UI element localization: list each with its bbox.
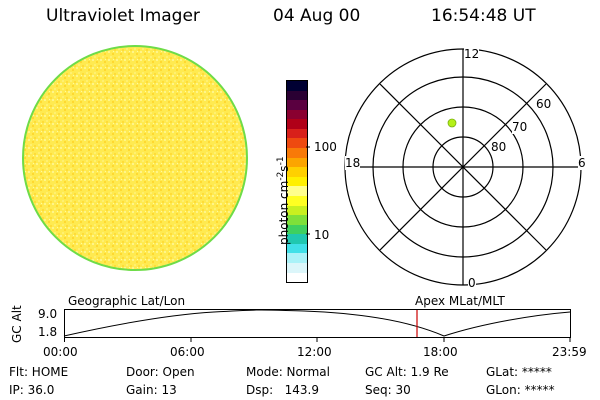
colorbar-segment	[287, 128, 307, 139]
color-scale-bar	[286, 80, 308, 283]
status-ip: IP: 36.0	[9, 383, 55, 397]
mlt-label-0: 0	[468, 276, 476, 290]
status-glat: GLat: *****	[486, 365, 552, 379]
orbit-ytick-9: 9.0	[38, 307, 58, 321]
colorbar-segment	[287, 119, 307, 129]
orbit-left-title: Geographic Lat/Lon	[68, 294, 186, 308]
status-seq: Seq: 30	[365, 383, 411, 397]
spacecraft-position-marker	[447, 118, 457, 128]
orbit-xtick-1200: 12:00	[297, 345, 332, 359]
status-mode: Mode: Normal	[246, 365, 330, 379]
colorbar-segment	[287, 176, 307, 187]
colorbar-segment	[287, 81, 307, 91]
colorbar-segment	[287, 253, 307, 263]
colorbar-segment	[287, 234, 307, 244]
colorbar-segment	[287, 109, 307, 120]
colorbar-unit-label: photon cm-2s-1	[276, 156, 291, 245]
orbit-ytick-1-8: 1.8	[38, 325, 58, 339]
colorbar-segment	[287, 138, 307, 149]
color-scale-ticks	[306, 146, 310, 235]
colorbar-segment	[287, 272, 307, 283]
lat-label-60: 60	[536, 97, 552, 111]
colorbar-segment	[287, 90, 307, 101]
colorbar-segment	[287, 262, 307, 273]
unit-s: s	[277, 165, 291, 172]
orbit-altitude-curve	[63, 309, 571, 337]
colorbar-segment	[287, 243, 307, 254]
colorbar-segment	[287, 186, 307, 196]
unit-exp-1: -2	[276, 171, 286, 181]
lat-label-80: 80	[491, 140, 507, 154]
orbit-y-axis-label: GC Alt	[10, 305, 24, 343]
colorbar-segment	[287, 100, 307, 110]
colorbar-segment	[287, 167, 307, 177]
colorbar-segment	[287, 148, 307, 158]
status-gc-alt: GC Alt: 1.9 Re	[365, 365, 449, 379]
status-door: Door: Open	[126, 365, 195, 379]
time-label: 16:54:48 UT	[431, 6, 536, 26]
polar-plot	[344, 48, 582, 286]
lat-label-70: 70	[512, 120, 528, 134]
colorbar-segment	[287, 224, 307, 235]
orbit-plot	[63, 309, 571, 342]
colorbar-segment	[287, 195, 307, 206]
status-gain: Gain: 13	[126, 383, 177, 397]
orbit-xtick-2359: 23:59	[552, 345, 587, 359]
date-label: 04 Aug 00	[273, 6, 361, 26]
status-filter: Flt: HOME	[9, 365, 69, 379]
unit-base: photon cm	[277, 180, 291, 245]
orbit-right-title: Apex MLat/MLT	[415, 294, 505, 308]
uv-image-panel	[22, 45, 248, 271]
uv-image-disk	[22, 45, 248, 271]
polar-diagonal-2	[379, 83, 547, 251]
colorbar-segment	[287, 205, 307, 216]
orbit-plot-frame	[64, 309, 571, 338]
status-glon: GLon: *****	[486, 383, 555, 397]
orbit-xtick-0000: 00:00	[43, 345, 78, 359]
colorbar-segment	[287, 157, 307, 168]
orbit-xtick-0600: 06:00	[170, 345, 205, 359]
colorbar-tick-100: 100	[314, 140, 337, 154]
colorbar-segment	[287, 215, 307, 225]
colorbar-tick-10: 10	[314, 228, 330, 242]
mlt-label-18: 18	[345, 156, 361, 170]
mlt-label-12: 12	[464, 47, 480, 61]
status-dsp: Dsp: 143.9	[246, 383, 319, 397]
orbit-xtick-1800: 18:00	[423, 345, 458, 359]
instrument-title: Ultraviolet Imager	[46, 6, 200, 26]
unit-exp-2: -1	[276, 156, 286, 166]
mlt-label-6: 6	[578, 156, 586, 170]
